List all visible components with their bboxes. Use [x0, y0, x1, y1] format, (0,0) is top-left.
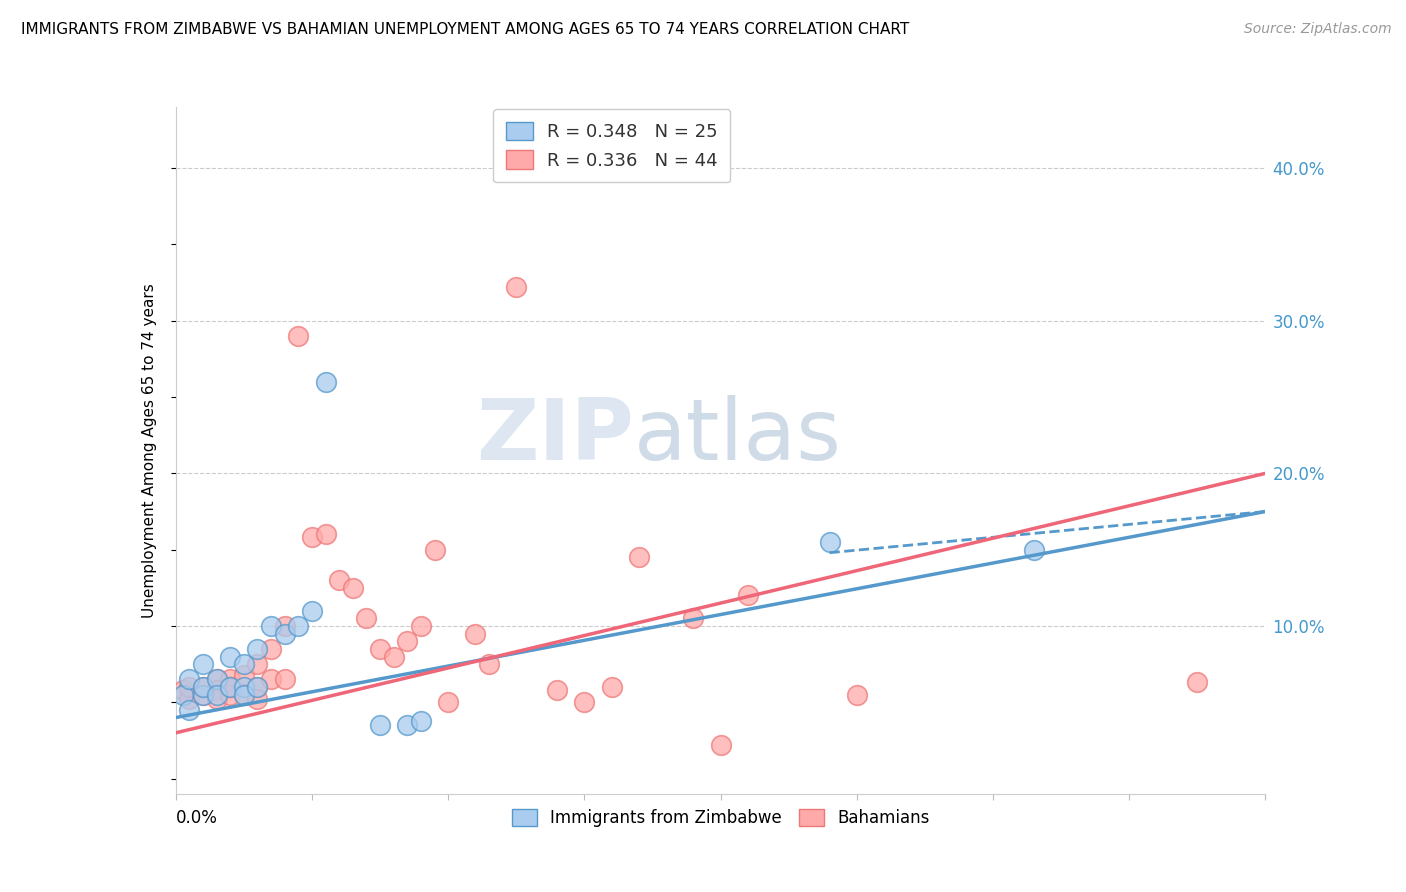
- Point: [246, 641, 269, 656]
- Point: [368, 641, 391, 656]
- Text: IMMIGRANTS FROM ZIMBABWE VS BAHAMIAN UNEMPLOYMENT AMONG AGES 65 TO 74 YEARS CORR: IMMIGRANTS FROM ZIMBABWE VS BAHAMIAN UNE…: [21, 22, 910, 37]
- Point: [437, 695, 460, 709]
- Point: [260, 641, 283, 656]
- Point: [505, 280, 527, 294]
- Point: [301, 604, 323, 618]
- Point: [219, 649, 242, 664]
- Point: [845, 688, 868, 702]
- Point: [232, 668, 254, 682]
- Point: [356, 611, 378, 625]
- Point: [232, 657, 254, 672]
- Point: [627, 550, 650, 565]
- Point: [179, 692, 201, 706]
- Point: [172, 683, 194, 698]
- Point: [219, 680, 242, 694]
- Point: [191, 688, 214, 702]
- Point: [219, 680, 242, 694]
- Point: [287, 619, 309, 633]
- Text: ZIP: ZIP: [475, 395, 633, 478]
- Point: [1022, 542, 1045, 557]
- Point: [179, 680, 201, 694]
- Point: [600, 680, 623, 694]
- Point: [205, 683, 228, 698]
- Point: [219, 688, 242, 702]
- Point: [818, 535, 841, 549]
- Point: [710, 738, 733, 752]
- Point: [287, 329, 309, 343]
- Point: [409, 714, 432, 728]
- Point: [274, 619, 297, 633]
- Text: Source: ZipAtlas.com: Source: ZipAtlas.com: [1244, 22, 1392, 37]
- Point: [464, 626, 486, 640]
- Point: [1187, 675, 1209, 690]
- Point: [172, 688, 194, 702]
- Point: [232, 688, 254, 702]
- Point: [219, 673, 242, 687]
- Point: [737, 589, 759, 603]
- Point: [232, 680, 254, 694]
- Point: [260, 619, 283, 633]
- Point: [205, 673, 228, 687]
- Point: [179, 703, 201, 717]
- Point: [478, 657, 501, 672]
- Point: [179, 673, 201, 687]
- Point: [232, 688, 254, 702]
- Point: [682, 611, 704, 625]
- Point: [260, 673, 283, 687]
- Point: [423, 542, 446, 557]
- Point: [368, 718, 391, 732]
- Point: [382, 649, 405, 664]
- Point: [315, 527, 337, 541]
- Point: [246, 657, 269, 672]
- Text: atlas: atlas: [633, 395, 841, 478]
- Point: [205, 673, 228, 687]
- Point: [205, 692, 228, 706]
- Point: [246, 680, 269, 694]
- Point: [191, 688, 214, 702]
- Point: [342, 581, 364, 595]
- Point: [191, 680, 214, 694]
- Point: [191, 657, 214, 672]
- Point: [396, 718, 419, 732]
- Point: [574, 695, 596, 709]
- Point: [409, 619, 432, 633]
- Point: [328, 573, 350, 587]
- Text: 0.0%: 0.0%: [176, 809, 218, 827]
- Point: [246, 680, 269, 694]
- Point: [301, 531, 323, 545]
- Point: [274, 673, 297, 687]
- Point: [315, 375, 337, 389]
- Legend: Immigrants from Zimbabwe, Bahamians: Immigrants from Zimbabwe, Bahamians: [505, 802, 936, 834]
- Y-axis label: Unemployment Among Ages 65 to 74 years: Unemployment Among Ages 65 to 74 years: [142, 283, 157, 618]
- Point: [546, 683, 568, 698]
- Point: [191, 680, 214, 694]
- Point: [205, 688, 228, 702]
- Point: [274, 626, 297, 640]
- Point: [396, 634, 419, 648]
- Point: [246, 692, 269, 706]
